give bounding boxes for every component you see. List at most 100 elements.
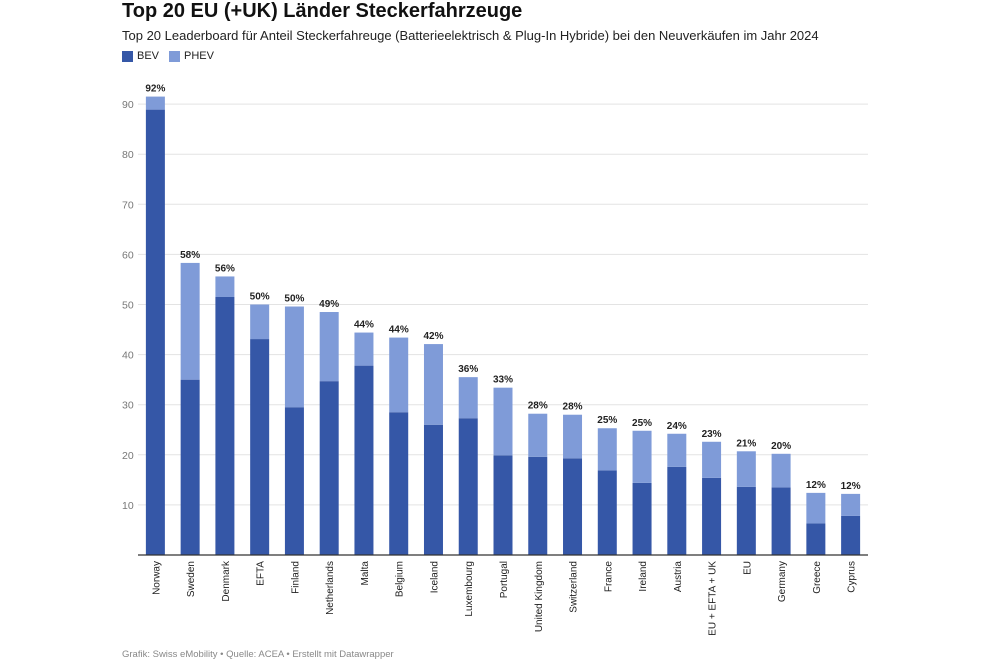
bar-bev	[458, 418, 478, 555]
total-label: 92%	[145, 84, 165, 95]
bar-phev	[145, 96, 165, 110]
x-tick-label: Finland	[290, 561, 301, 594]
total-label: 12%	[806, 480, 826, 491]
total-label: 44%	[354, 320, 374, 331]
bar-phev	[841, 493, 861, 516]
bar-bev	[423, 424, 443, 555]
total-label: 25%	[632, 418, 652, 429]
bar-phev	[215, 276, 235, 297]
bar-bev	[563, 458, 583, 555]
legend-label-bev: BEV	[137, 50, 160, 62]
total-label: 28%	[563, 402, 583, 413]
bar-phev	[458, 377, 478, 419]
total-label: 12%	[841, 481, 861, 492]
bar-bev	[597, 470, 617, 555]
y-tick-label: 10	[122, 500, 134, 512]
bar-bev	[806, 523, 826, 555]
total-label: 49%	[319, 299, 339, 310]
total-label: 20%	[771, 441, 791, 452]
legend-item-phev: PHEV	[169, 50, 214, 62]
legend-label-phev: PHEV	[184, 50, 214, 62]
bar-bev	[771, 487, 791, 555]
y-tick-label: 80	[122, 149, 134, 161]
bar-phev	[806, 492, 826, 524]
bar-phev	[389, 337, 409, 413]
bar-phev	[284, 306, 304, 408]
x-tick-label: Iceland	[429, 561, 440, 593]
x-tick-label: Netherlands	[325, 561, 336, 615]
bar-bev	[702, 477, 722, 555]
x-tick-label: Luxembourg	[464, 561, 475, 617]
bar-phev	[736, 451, 756, 487]
legend-swatch-bev	[122, 50, 133, 62]
bar-bev	[389, 412, 409, 555]
y-tick-label: 50	[122, 300, 134, 312]
y-tick-label: 40	[122, 350, 134, 362]
x-tick-label: Sweden	[186, 561, 197, 597]
bar-phev	[180, 262, 200, 380]
total-label: 44%	[389, 325, 409, 336]
bar-phev	[563, 414, 583, 459]
x-tick-label: Malta	[360, 561, 371, 586]
bar-phev	[667, 433, 687, 467]
x-tick-label: EU	[742, 561, 753, 575]
bar-phev	[528, 413, 548, 457]
bar-bev	[841, 515, 861, 555]
total-label: 25%	[597, 415, 617, 426]
source-footer: Grafik: Swiss eMobility • Quelle: ACEA •…	[122, 649, 394, 660]
y-tick-label: 60	[122, 249, 134, 261]
x-tick-label: Germany	[777, 561, 788, 602]
total-label: 50%	[250, 292, 270, 303]
bar-phev	[354, 332, 374, 366]
bar-bev	[319, 381, 339, 555]
x-tick-label: Austria	[673, 561, 684, 593]
x-tick-label: Cyprus	[847, 561, 858, 593]
chart-title: Top 20 EU (+UK) Länder Steckerfahrzeuge	[122, 0, 523, 22]
bar-phev	[493, 387, 513, 456]
bar-bev	[736, 486, 756, 555]
total-label: 42%	[423, 331, 443, 342]
chart-subtitle: Top 20 Leaderboard für Anteil Steckerfah…	[122, 28, 819, 43]
total-label: 58%	[180, 250, 200, 261]
x-tick-label: Portugal	[499, 561, 510, 598]
x-tick-label: Switzerland	[569, 561, 580, 613]
total-label: 33%	[493, 375, 513, 386]
x-tick-label: France	[603, 561, 614, 593]
y-tick-label: 20	[122, 450, 134, 462]
y-tick-label: 90	[122, 99, 134, 111]
total-label: 50%	[284, 294, 304, 305]
total-label: 28%	[528, 401, 548, 412]
x-tick-label: Denmark	[221, 560, 232, 602]
x-tick-label: Ireland	[638, 561, 649, 592]
bar-phev	[702, 441, 722, 478]
bar-bev	[284, 407, 304, 555]
x-tick-label: EFTA	[256, 561, 267, 586]
x-tick-label: Greece	[812, 561, 823, 594]
y-tick-label: 30	[122, 400, 134, 412]
bar-bev	[528, 456, 548, 555]
total-label: 23%	[702, 429, 722, 440]
y-tick-label: 70	[122, 199, 134, 211]
x-tick-label: Belgium	[395, 561, 406, 597]
bar-bev	[180, 379, 200, 555]
bar-phev	[632, 430, 652, 483]
bar-phev	[597, 428, 617, 471]
bar-bev	[632, 482, 652, 555]
total-label: 56%	[215, 263, 235, 274]
legend-item-bev: BEV	[122, 50, 159, 62]
bar-bev	[250, 339, 270, 555]
x-tick-label: Norway	[151, 561, 162, 595]
total-label: 36%	[458, 364, 478, 375]
bar-phev	[423, 344, 443, 425]
legend: BEV PHEV	[122, 50, 214, 62]
bar-phev	[771, 453, 791, 488]
bar-bev	[145, 109, 165, 556]
total-label: 21%	[736, 438, 756, 449]
legend-swatch-phev	[169, 50, 181, 62]
bar-bev	[667, 466, 687, 555]
bar-phev	[250, 304, 270, 340]
x-tick-label: United Kingdom	[534, 561, 545, 632]
bar-bev	[215, 296, 235, 555]
bar-bev	[493, 455, 513, 555]
